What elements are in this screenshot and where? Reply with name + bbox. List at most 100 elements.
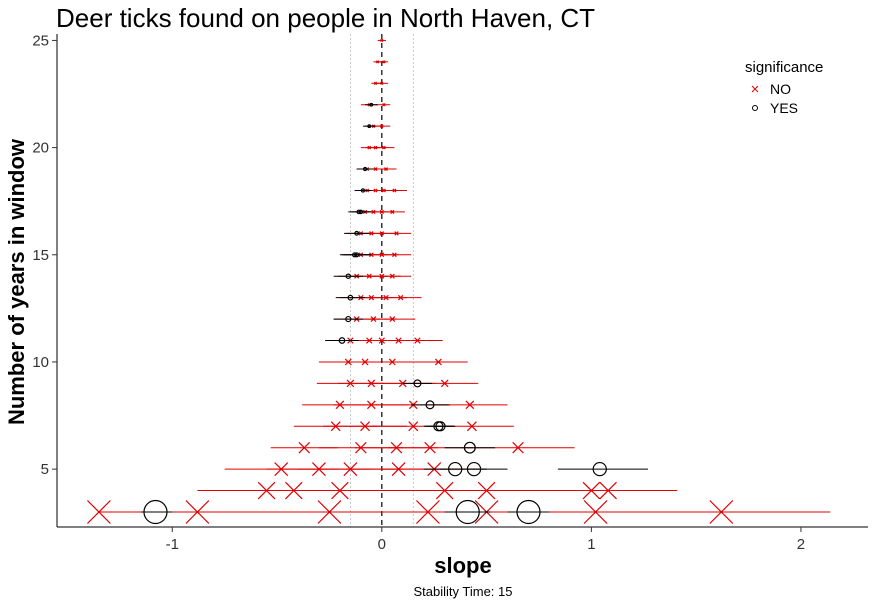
legend-key-no <box>751 85 759 93</box>
x-tick-label-0: -1 <box>166 536 179 553</box>
y-tick-label-2: 15 <box>32 247 49 264</box>
point-yes-11 <box>345 315 352 323</box>
x-tick-label-2: 1 <box>587 536 595 553</box>
point-yes-0 <box>369 102 374 107</box>
point-no-79 <box>599 481 617 500</box>
point-no-34 <box>389 273 395 279</box>
point-no-stroke-b <box>440 379 449 388</box>
point-no-66 <box>424 441 436 454</box>
point-no-67 <box>512 441 524 454</box>
point-no-58 <box>465 400 475 410</box>
point-no-22 <box>390 209 395 215</box>
point-yes-20 <box>592 461 607 477</box>
legend-label-yes: YES <box>770 100 798 116</box>
y-axis-title: Number of years in window <box>4 138 29 425</box>
point-yes-13 <box>413 379 422 388</box>
point-no-stroke-b <box>298 441 311 454</box>
point-no-stroke-b <box>434 358 442 366</box>
point-no-41 <box>389 316 396 323</box>
point-no-stroke-b <box>382 145 386 150</box>
point-yes-22 <box>455 499 480 525</box>
legend: significance NO YES <box>745 59 823 116</box>
point-yes-17 <box>463 441 476 454</box>
point-no-stroke-b <box>392 252 397 258</box>
point-yes-19 <box>466 461 482 477</box>
point-yes-23 <box>516 499 541 525</box>
point-no-stroke-b <box>583 500 608 524</box>
point-no-86 <box>709 500 734 524</box>
point-yes-5 <box>358 209 364 215</box>
point-yes-16 <box>435 421 446 432</box>
point-no-54 <box>440 379 449 388</box>
point-no-63 <box>298 441 311 454</box>
point-yes-9 <box>345 273 352 279</box>
point-no-stroke-b <box>331 481 349 500</box>
point-no-77 <box>477 481 496 500</box>
point-no-stroke-b <box>465 400 475 410</box>
point-no-stroke-b <box>424 441 436 454</box>
point-no-62 <box>466 421 477 432</box>
point-no-60 <box>360 421 371 432</box>
point-no-61 <box>408 421 419 432</box>
point-no-2 <box>382 60 386 64</box>
point-yes-1 <box>367 124 372 129</box>
x-tick-label-3: 2 <box>797 536 805 553</box>
point-no-49 <box>388 358 396 366</box>
caption: Stability Time: 15 <box>414 584 513 599</box>
plot-area <box>86 34 831 527</box>
point-no-30 <box>392 252 397 258</box>
point-no-75 <box>331 481 349 500</box>
point-no-stroke-b <box>382 60 386 64</box>
point-no-stroke-b <box>380 81 384 85</box>
point-yes-3 <box>360 188 366 193</box>
point-no-stroke-b <box>408 421 419 432</box>
point-yes-14 <box>425 400 435 410</box>
point-no-18 <box>392 188 397 193</box>
point-no-50 <box>434 358 442 366</box>
point-no-56 <box>367 400 376 410</box>
legend-key-yes <box>752 105 758 111</box>
legend-title: significance <box>745 59 823 76</box>
point-no-stroke-b <box>380 38 384 43</box>
point-no-stroke-b <box>599 481 617 500</box>
point-no-stroke-b <box>384 167 388 171</box>
point-no-38 <box>397 294 404 301</box>
x-tick-label-1: 0 <box>378 536 386 553</box>
point-no-stroke-b <box>397 294 404 301</box>
chart-title: Deer ticks found on people in North Have… <box>56 3 595 33</box>
point-no-11 <box>382 145 386 150</box>
point-no-stroke-b <box>376 60 380 64</box>
y-tick-label-0: 5 <box>41 461 49 478</box>
point-yes-10 <box>347 294 354 301</box>
y-tick-label-3: 20 <box>32 140 49 157</box>
point-yes-2 <box>362 166 368 172</box>
y-tick-label-1: 10 <box>32 354 49 371</box>
point-yes-12 <box>338 337 346 344</box>
point-no-0 <box>380 38 384 43</box>
point-no-stroke-b <box>388 358 396 366</box>
point-no-1 <box>376 60 380 64</box>
point-no-stroke-b <box>360 421 371 432</box>
point-yes-8 <box>354 252 360 258</box>
point-no-stroke-b <box>380 124 384 128</box>
point-no-stroke-b <box>389 273 395 279</box>
point-no-stroke-b <box>389 316 396 323</box>
point-yes-6 <box>354 230 360 236</box>
point-no-stroke-b <box>709 500 734 524</box>
point-no-26 <box>394 231 399 236</box>
point-no-46 <box>414 337 421 344</box>
point-no-stroke-b <box>477 481 496 500</box>
point-no-stroke-b <box>512 441 524 454</box>
y-tick-label-4: 25 <box>32 32 49 49</box>
point-no-14 <box>384 167 388 171</box>
x-axis-title: slope <box>434 553 491 578</box>
point-no-stroke-b <box>382 103 386 107</box>
point-no-4 <box>380 81 384 85</box>
legend-key-no-stroke-b <box>751 85 759 93</box>
point-no-8 <box>380 124 384 128</box>
point-no-stroke-b <box>367 400 376 410</box>
point-no-stroke-b <box>390 209 395 215</box>
point-no-6 <box>382 103 386 107</box>
